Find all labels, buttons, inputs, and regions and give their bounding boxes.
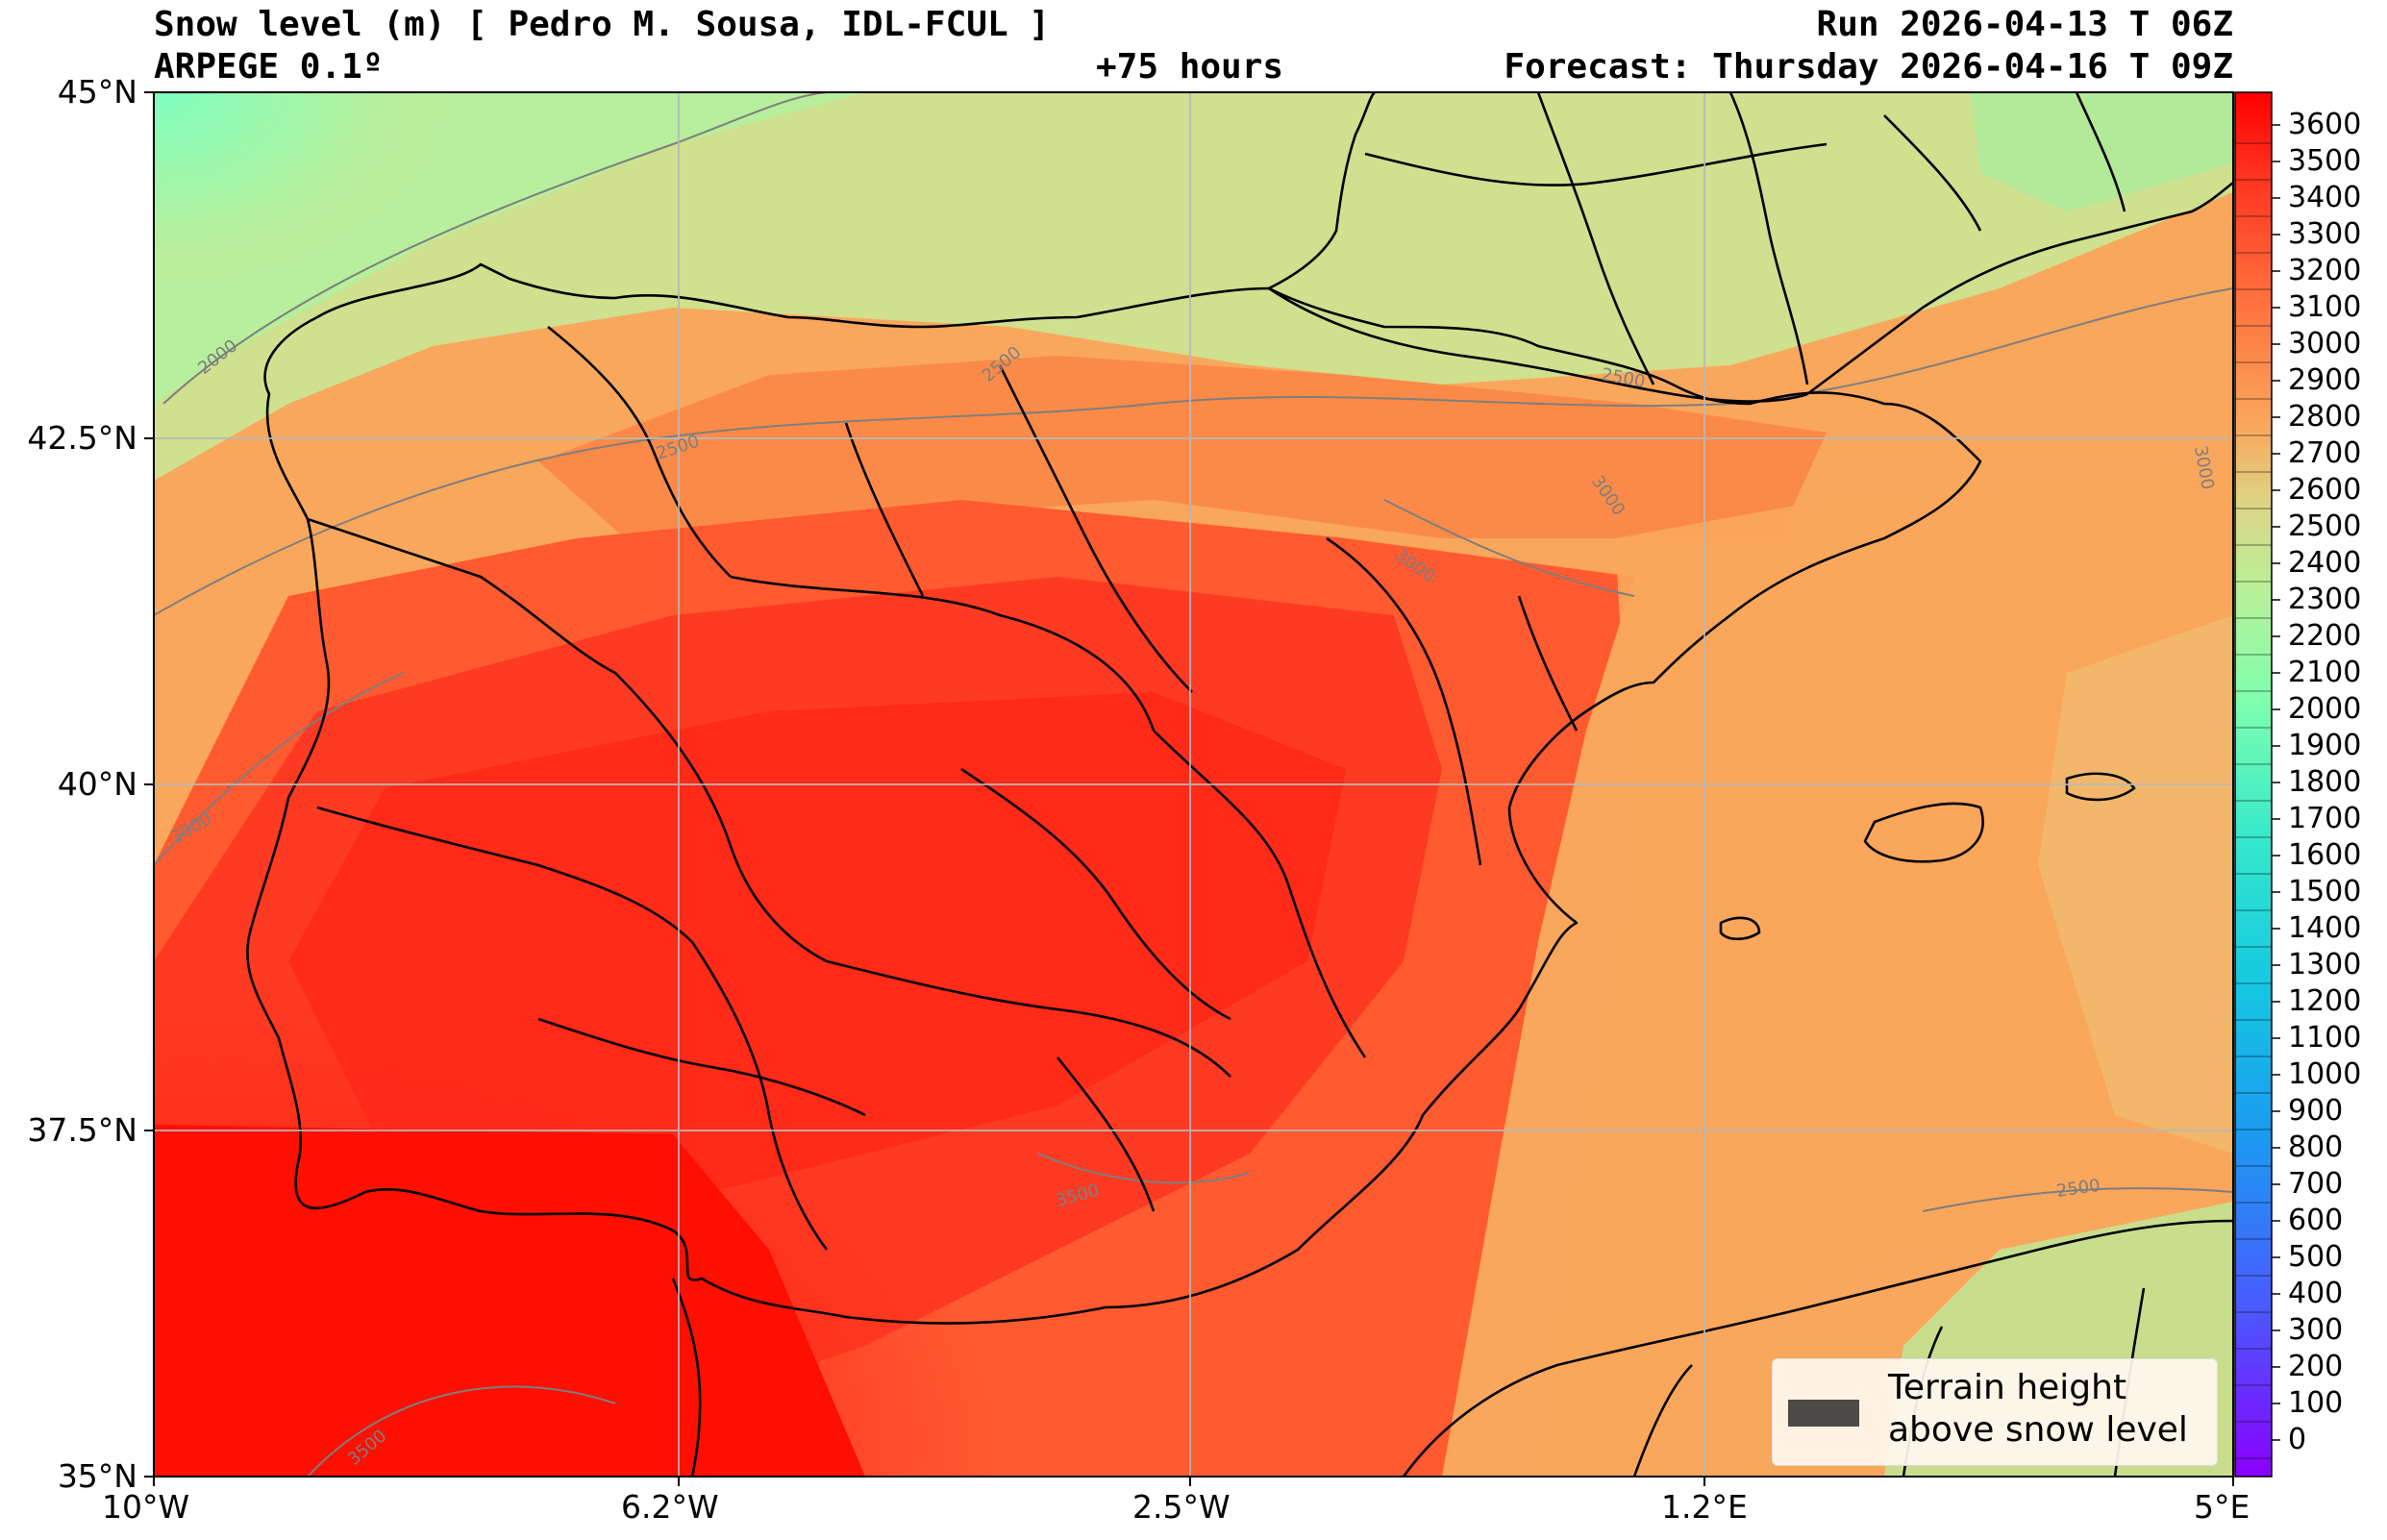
lon-tick-10w: 10°W <box>102 1488 190 1526</box>
colorbar-label: 2800 <box>2288 400 2362 434</box>
lat-tick-42-5: 42.5°N <box>27 419 137 457</box>
lead-time: +75 hours <box>1096 47 1284 87</box>
lon-tick-1-2e: 1.2°E <box>1661 1488 1748 1526</box>
title-left: Snow level (m) [ Pedro M. Sousa, IDL-FCU… <box>154 5 1050 44</box>
title-right: Run 2026-04-13 T 06Z <box>1816 5 2233 44</box>
forecast-time: Forecast: Thursday 2026-04-16 T 09Z <box>1504 47 2233 87</box>
colorbar-label: 1300 <box>2288 948 2362 981</box>
legend-text: Terrain height above snow level <box>1888 1367 2188 1452</box>
colorbar-label: 2500 <box>2288 509 2362 543</box>
colorbar-label: 1200 <box>2288 984 2362 1018</box>
colorbar-label: 3600 <box>2288 108 2362 141</box>
colorbar-label: 1000 <box>2288 1057 2362 1091</box>
colorbar-label: 3100 <box>2288 290 2362 324</box>
colorbar-label: 600 <box>2288 1204 2344 1237</box>
colorbar-label: 2700 <box>2288 436 2362 470</box>
legend-swatch <box>1788 1400 1859 1427</box>
colorbar-label: 400 <box>2288 1277 2344 1310</box>
lat-tick-40: 40°N <box>57 765 137 803</box>
colorbar-label: 2900 <box>2288 363 2362 397</box>
colorbar-label: 1700 <box>2288 802 2362 835</box>
lat-tick-45: 45°N <box>57 73 137 111</box>
colorbar-label: 1900 <box>2288 729 2362 762</box>
colorbar-label: 0 <box>2288 1423 2307 1456</box>
colorbar-label: 3300 <box>2288 217 2362 251</box>
lon-tick-5e: 5°E <box>2194 1488 2250 1526</box>
colorbar-label: 700 <box>2288 1167 2344 1201</box>
colorbar-label: 1800 <box>2288 765 2362 799</box>
lon-tick-2-5w: 2.5°W <box>1132 1488 1231 1526</box>
colorbar-label: 2400 <box>2288 546 2362 580</box>
colorbar-label: 3000 <box>2288 327 2362 360</box>
colorbar-label: 200 <box>2288 1350 2344 1383</box>
colorbar-label: 900 <box>2288 1094 2344 1128</box>
colorbar-label: 1400 <box>2288 911 2362 945</box>
colorbar-label: 300 <box>2288 1313 2344 1347</box>
legend: Terrain height above snow level <box>1772 1358 2218 1466</box>
colorbar-label: 2600 <box>2288 473 2362 507</box>
colorbar-label: 2300 <box>2288 583 2362 616</box>
colorbar-label: 2200 <box>2288 619 2362 653</box>
legend-line-2: above snow level <box>1888 1410 2188 1450</box>
colorbar-label: 100 <box>2288 1386 2344 1420</box>
colorbar-label: 3500 <box>2288 144 2362 178</box>
legend-line-1: Terrain height <box>1888 1368 2127 1407</box>
colorbar-label: 3200 <box>2288 254 2362 287</box>
lat-tick-37-5: 37.5°N <box>27 1111 137 1149</box>
model-name: ARPEGE 0.1º <box>154 47 384 87</box>
colorbar-label: 1500 <box>2288 875 2362 908</box>
colorbar-label: 1600 <box>2288 838 2362 872</box>
colorbar <box>2235 92 2272 1477</box>
colorbar-label: 2000 <box>2288 692 2362 726</box>
lat-tick-35: 35°N <box>57 1457 137 1495</box>
colorbar-label: 2100 <box>2288 656 2362 689</box>
colorbar-label: 1100 <box>2288 1021 2362 1055</box>
lon-tick-6-2w: 6.2°W <box>621 1488 719 1526</box>
colorbar-label: 800 <box>2288 1130 2344 1164</box>
colorbar-label: 3400 <box>2288 181 2362 214</box>
colorbar-label: 500 <box>2288 1240 2344 1274</box>
snow-level-field <box>154 92 2233 1477</box>
